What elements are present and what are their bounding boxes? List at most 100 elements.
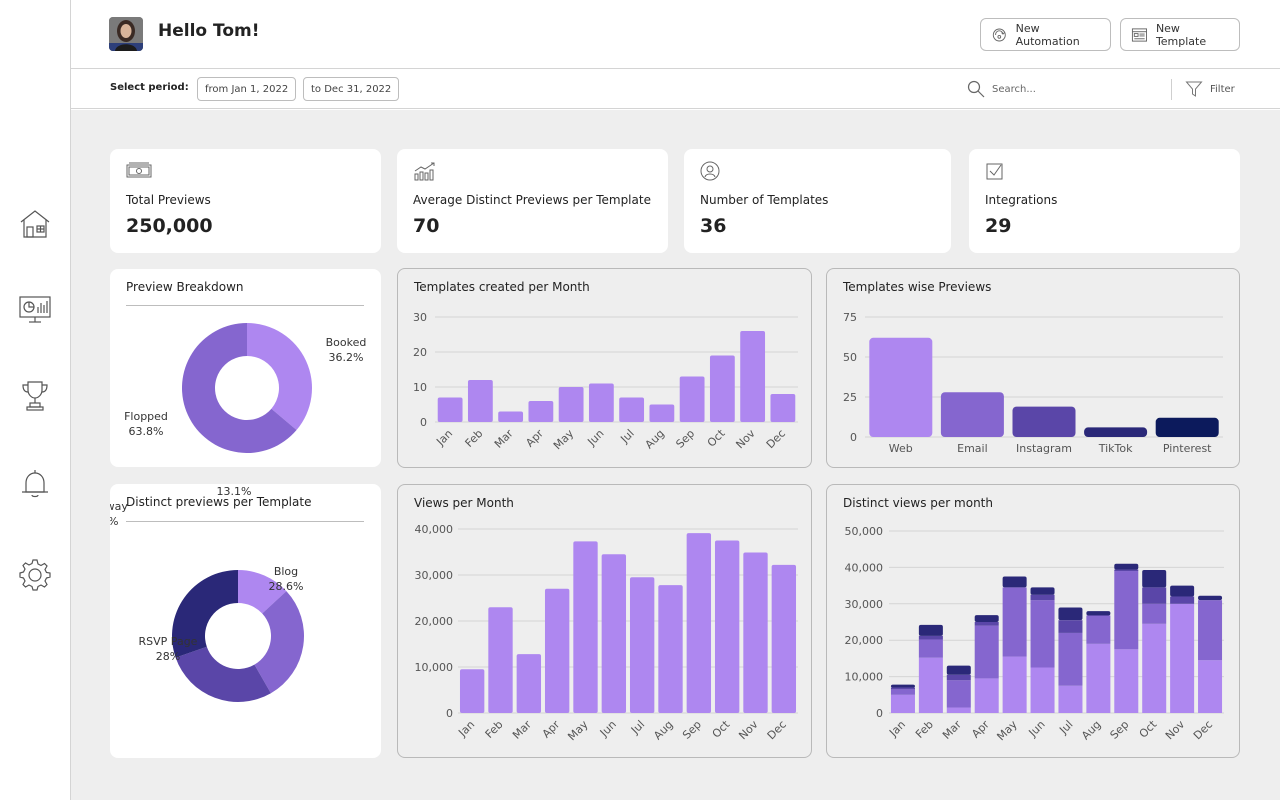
- y-tick-label: 40,000: [415, 523, 454, 536]
- new-automation-button[interactable]: New Automation: [980, 18, 1111, 51]
- bar-segment: [1114, 569, 1139, 572]
- bar-segment: [974, 625, 999, 679]
- bell-icon[interactable]: [15, 464, 55, 504]
- analytics-icon[interactable]: [15, 289, 55, 329]
- title-divider: [126, 521, 364, 522]
- pie-slice: [182, 323, 297, 453]
- stat-value: 250,000: [126, 215, 213, 237]
- card-title: Preview Breakdown: [126, 280, 244, 294]
- y-tick-label: 30: [413, 311, 427, 324]
- pie-value-label: 28%: [156, 650, 180, 663]
- pie-value-label: 28.6%: [269, 580, 304, 593]
- pie-slice: [172, 570, 238, 658]
- x-tick-label: Dec: [765, 718, 789, 742]
- y-tick-label: 75: [843, 311, 857, 324]
- template-icon: [1131, 27, 1147, 42]
- bar-segment: [1170, 596, 1195, 604]
- templates-wise-chart: 0 25 50 75 Web Email Instagram TikTok Pinterest: [843, 311, 1223, 455]
- y-tick-label: 10,000: [845, 671, 884, 684]
- x-tick-label: Mar: [492, 427, 516, 451]
- stat-card-integrations: Integrations 29: [969, 149, 1240, 253]
- x-tick-label: Sep: [1108, 718, 1132, 742]
- x-tick-label: Jul: [1056, 718, 1075, 737]
- stat-label: Total Previews: [126, 193, 211, 207]
- x-tick-label: Jun: [584, 427, 606, 449]
- x-tick-label: Aug: [651, 718, 675, 742]
- avatar[interactable]: [109, 17, 143, 51]
- bar: [770, 394, 796, 422]
- date-from-picker[interactable]: from Jan 1, 2022: [197, 77, 297, 101]
- bar: [516, 654, 542, 713]
- x-tick-label: Feb: [913, 718, 936, 741]
- x-tick-label: Jul: [617, 427, 636, 446]
- bar-segment: [1114, 563, 1139, 570]
- bar-segment: [918, 624, 943, 636]
- bar: [743, 552, 768, 713]
- bar: [498, 411, 524, 422]
- date-to-picker[interactable]: to Dec 31, 2022: [303, 77, 400, 101]
- bar: [437, 397, 463, 422]
- stat-value: 36: [700, 215, 727, 237]
- bar-segment: [1058, 607, 1083, 621]
- x-tick-label: Dec: [1191, 718, 1215, 742]
- pie-slice: [247, 323, 312, 431]
- x-tick-label: Nov: [736, 718, 761, 743]
- trophy-icon[interactable]: [15, 376, 55, 416]
- bar-segment: [918, 639, 943, 658]
- x-tick-label: Oct: [710, 717, 733, 740]
- stat-card-avg-distinct: Average Distinct Previews per Template 7…: [397, 149, 668, 253]
- y-tick-label: 50,000: [845, 525, 884, 538]
- bar: [544, 588, 570, 713]
- pie-slice: [238, 570, 287, 614]
- pie-slice: [254, 591, 304, 694]
- pie-label: Booked: [326, 336, 367, 349]
- home-icon[interactable]: [15, 204, 55, 244]
- templates-created-card: Templates created per Month 0 10 20 30 Jan Fe…: [397, 268, 812, 468]
- views-per-month-card: Views per Month 0 10,000 20,000 30,000 40,00…: [397, 484, 812, 758]
- money-icon: [126, 162, 152, 178]
- preview-breakdown-card: Preview Breakdown Booked 36.2% Flopped 63.8…: [110, 269, 381, 467]
- filter-button[interactable]: Filter: [1185, 79, 1235, 99]
- bar: [1084, 427, 1148, 437]
- distinct-views-month-card: Distinct views per month 0 10,000 20,000 30…: [826, 484, 1240, 758]
- y-tick-label: 30,000: [415, 569, 454, 582]
- x-tick-label: Jun: [597, 718, 619, 740]
- preview-breakdown-chart: Booked 36.2% Flopped 63.8%: [124, 323, 367, 453]
- bar-segment: [1058, 632, 1083, 686]
- x-tick-label: Feb: [483, 718, 506, 741]
- gear-icon[interactable]: [15, 555, 55, 595]
- bar: [714, 540, 740, 713]
- new-template-button[interactable]: New Template: [1120, 18, 1240, 51]
- bar-segment: [1198, 600, 1223, 661]
- bar-segment: [1030, 594, 1055, 601]
- search-input[interactable]: [992, 83, 1142, 95]
- y-tick-label: 0: [420, 416, 427, 429]
- bar: [629, 577, 655, 713]
- bar: [658, 585, 683, 713]
- x-tick-label: Aug: [1079, 718, 1103, 742]
- greeting: Hello Tom!: [158, 21, 260, 41]
- bar-segment: [1086, 643, 1111, 713]
- x-tick-label: Sep: [673, 427, 697, 451]
- pie-label: Blog: [274, 565, 298, 578]
- bar-segment: [1170, 585, 1195, 597]
- card-title: Distinct previews per Template: [126, 495, 312, 509]
- x-tick-label: Web: [889, 442, 913, 455]
- x-tick-label: Apr: [523, 427, 546, 450]
- card-title: Distinct views per month: [843, 496, 993, 510]
- bar-segment: [974, 622, 999, 626]
- x-tick-label: Nov: [733, 427, 758, 452]
- bar-segment: [1030, 600, 1055, 668]
- bar: [1155, 417, 1219, 437]
- bar-segment: [946, 665, 971, 675]
- bar: [1012, 406, 1076, 437]
- y-tick-label: 50: [843, 351, 857, 364]
- automation-icon: [992, 28, 1006, 41]
- filter-icon: [1185, 81, 1203, 97]
- x-tick-label: May: [994, 718, 1020, 744]
- pie-slice: [175, 646, 271, 702]
- y-tick-label: 30,000: [845, 598, 884, 611]
- bar: [679, 376, 705, 422]
- stat-label: Average Distinct Previews per Template: [413, 193, 651, 207]
- bar-segment: [946, 707, 971, 713]
